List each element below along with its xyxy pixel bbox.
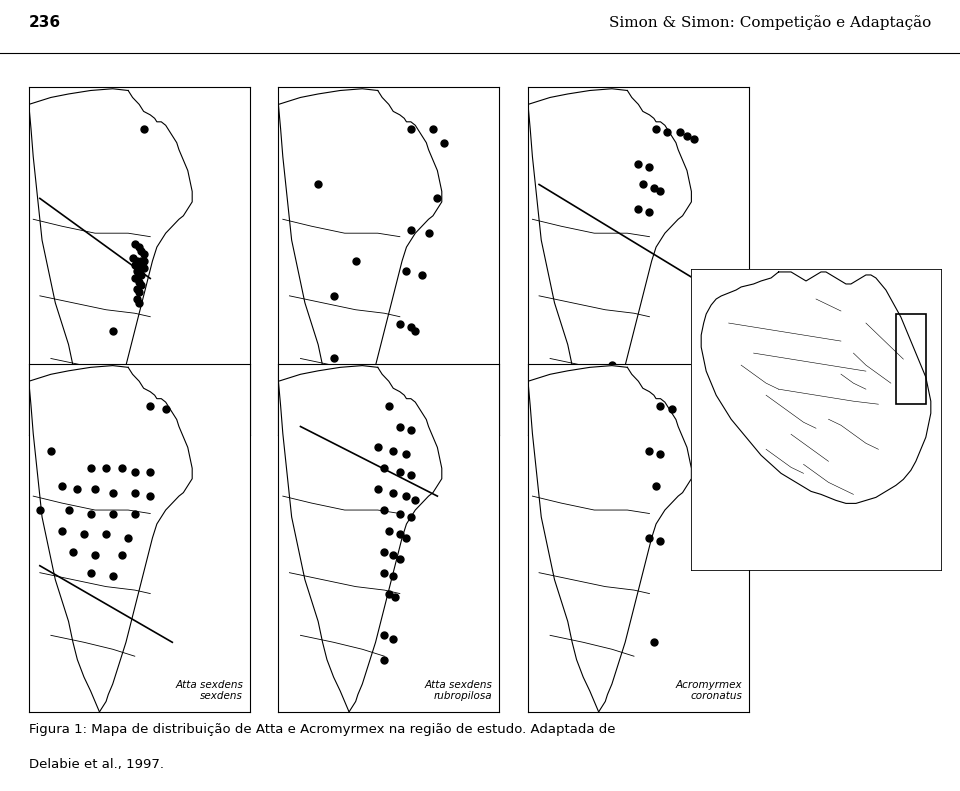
Text: Atta laevigata: Atta laevigata	[420, 414, 492, 425]
Text: Atta opaciceps: Atta opaciceps	[665, 414, 742, 425]
Text: Acromyrmex
coronatus: Acromyrmex coronatus	[676, 679, 742, 702]
Text: Delabie et al., 1997.: Delabie et al., 1997.	[29, 758, 164, 771]
Text: Figura 1: Mapa de distribuição de Atta e Acromyrmex na região de estudo. Adaptad: Figura 1: Mapa de distribuição de Atta e…	[29, 723, 615, 736]
Text: Simon & Simon: Competição e Adaptação: Simon & Simon: Competição e Adaptação	[609, 15, 931, 29]
Text: Atta sexdens
rubropilosa: Atta sexdens rubropilosa	[424, 679, 492, 702]
Text: 236: 236	[29, 15, 60, 29]
Text: Atta cephalotes: Atta cephalotes	[161, 414, 243, 425]
Text: Atta sexdens
sexdens: Atta sexdens sexdens	[175, 679, 243, 702]
Bar	[896, 314, 925, 404]
